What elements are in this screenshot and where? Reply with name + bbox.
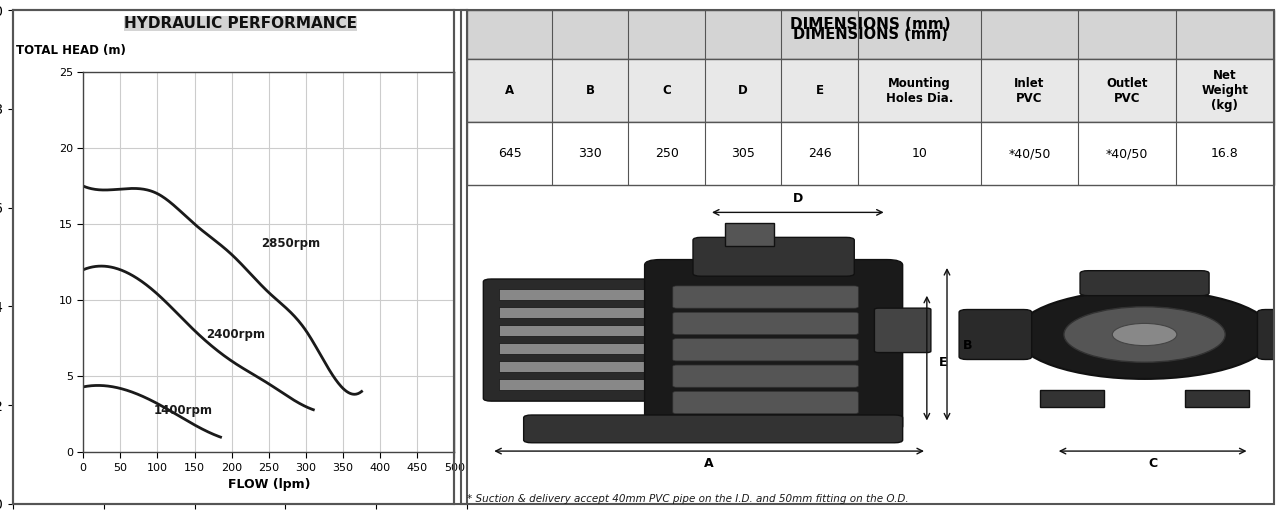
Text: 305: 305 xyxy=(731,147,755,160)
Text: D: D xyxy=(739,84,748,97)
Circle shape xyxy=(1112,323,1176,345)
Text: Mounting
Holes Dia.: Mounting Holes Dia. xyxy=(886,77,952,105)
Text: B: B xyxy=(963,339,973,352)
Text: *40/50: *40/50 xyxy=(1106,147,1148,160)
FancyBboxPatch shape xyxy=(673,365,859,387)
Text: TOTAL HEAD (m): TOTAL HEAD (m) xyxy=(17,44,127,57)
Text: DIMENSIONS (mm): DIMENSIONS (mm) xyxy=(790,17,951,32)
FancyBboxPatch shape xyxy=(1080,271,1210,296)
Text: 246: 246 xyxy=(808,147,831,160)
FancyBboxPatch shape xyxy=(1039,390,1105,407)
FancyBboxPatch shape xyxy=(1185,390,1249,407)
Bar xyxy=(499,307,660,318)
Circle shape xyxy=(1064,307,1225,362)
Text: *40/50: *40/50 xyxy=(1009,147,1051,160)
Text: B: B xyxy=(586,84,595,97)
Text: HYDRAULIC PERFORMANCE: HYDRAULIC PERFORMANCE xyxy=(123,15,357,31)
Bar xyxy=(499,325,660,336)
Bar xyxy=(499,289,660,300)
Text: A: A xyxy=(704,456,714,470)
Text: 2850rpm: 2850rpm xyxy=(261,237,320,250)
FancyBboxPatch shape xyxy=(467,59,1274,122)
FancyBboxPatch shape xyxy=(467,10,1274,59)
Text: 1400rpm: 1400rpm xyxy=(154,405,212,417)
Text: 2400rpm: 2400rpm xyxy=(206,328,265,341)
Text: 10: 10 xyxy=(911,147,927,160)
Text: 645: 645 xyxy=(498,147,521,160)
Text: 250: 250 xyxy=(655,147,678,160)
X-axis label: FLOW (lpm): FLOW (lpm) xyxy=(228,479,310,491)
FancyBboxPatch shape xyxy=(959,309,1032,359)
Text: C: C xyxy=(1148,456,1157,470)
Circle shape xyxy=(1015,290,1274,379)
FancyBboxPatch shape xyxy=(874,308,931,353)
Text: Inlet
PVC: Inlet PVC xyxy=(1014,77,1044,105)
Bar xyxy=(499,379,660,390)
Bar xyxy=(499,361,660,372)
FancyBboxPatch shape xyxy=(673,339,859,361)
FancyBboxPatch shape xyxy=(673,392,859,414)
Text: D: D xyxy=(792,192,803,206)
Text: A: A xyxy=(506,84,515,97)
Text: E: E xyxy=(940,356,947,369)
FancyBboxPatch shape xyxy=(467,122,1274,185)
FancyBboxPatch shape xyxy=(692,237,854,276)
FancyBboxPatch shape xyxy=(673,286,859,308)
Text: DIMENSIONS (mm): DIMENSIONS (mm) xyxy=(794,27,947,42)
FancyBboxPatch shape xyxy=(673,313,859,335)
Text: Net
Weight
(kg): Net Weight (kg) xyxy=(1202,69,1248,112)
FancyBboxPatch shape xyxy=(484,279,677,401)
Text: 16.8: 16.8 xyxy=(1211,147,1239,160)
FancyBboxPatch shape xyxy=(645,260,902,432)
Bar xyxy=(499,343,660,354)
FancyBboxPatch shape xyxy=(726,224,773,246)
Text: 330: 330 xyxy=(579,147,602,160)
FancyBboxPatch shape xyxy=(524,415,902,443)
FancyBboxPatch shape xyxy=(1257,309,1280,359)
Text: Outlet
PVC: Outlet PVC xyxy=(1106,77,1148,105)
Text: * Suction & delivery accept 40mm PVC pipe on the I.D. and 50mm fitting on the O.: * Suction & delivery accept 40mm PVC pip… xyxy=(467,494,909,504)
Text: E: E xyxy=(815,84,823,97)
Text: C: C xyxy=(662,84,671,97)
